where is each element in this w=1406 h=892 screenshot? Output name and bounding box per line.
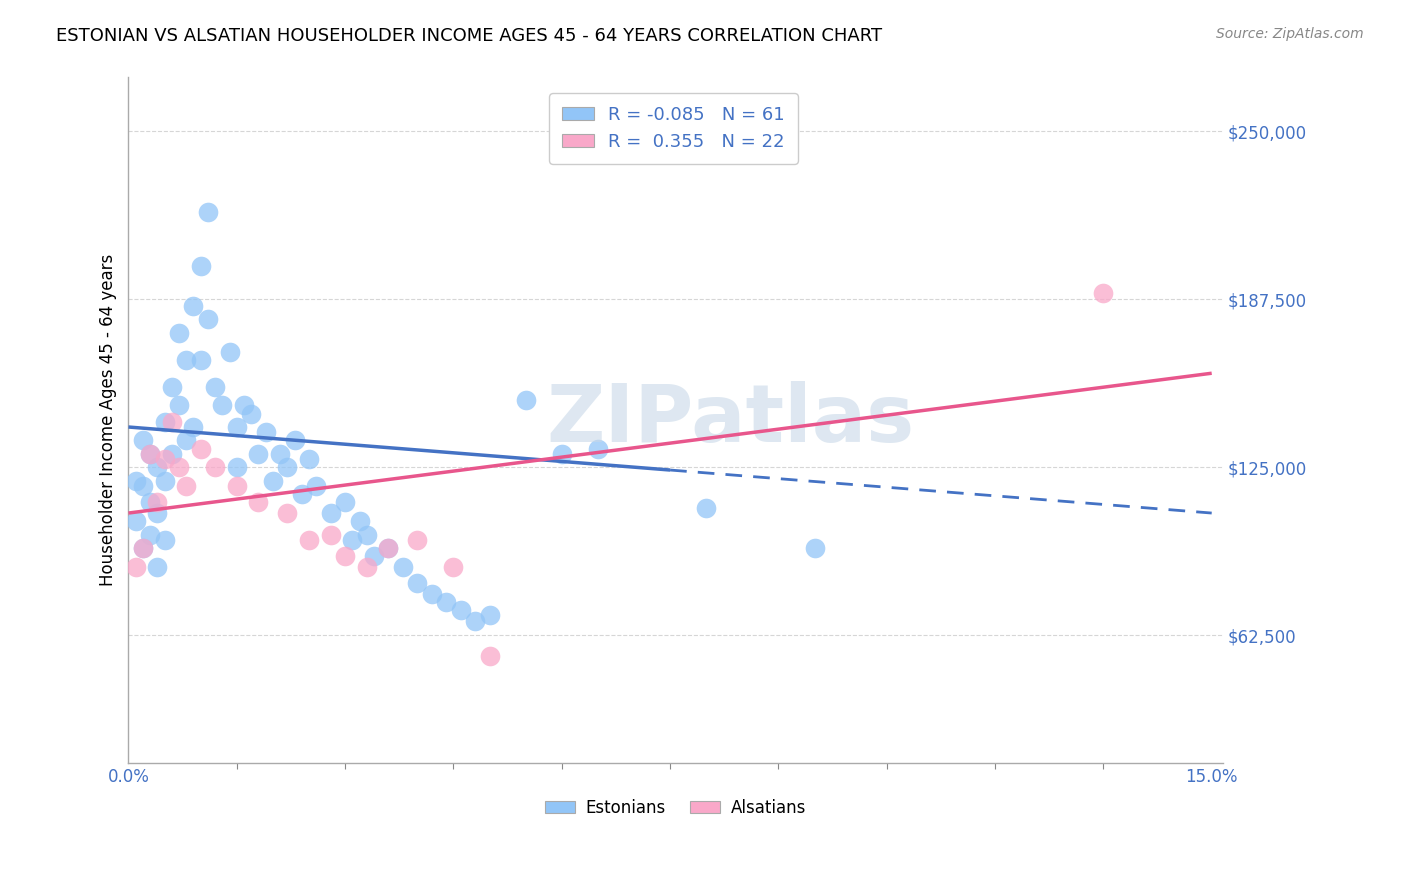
Text: ESTONIAN VS ALSATIAN HOUSEHOLDER INCOME AGES 45 - 64 YEARS CORRELATION CHART: ESTONIAN VS ALSATIAN HOUSEHOLDER INCOME …: [56, 27, 883, 45]
Point: [174, 479, 197, 493]
Point: [225, 479, 247, 493]
Point: [247, 447, 270, 461]
Point: [420, 587, 443, 601]
Point: [132, 541, 155, 555]
Point: [190, 352, 212, 367]
Point: [1092, 285, 1115, 300]
Point: [356, 527, 378, 541]
Point: [160, 415, 183, 429]
Point: [434, 595, 457, 609]
Point: [146, 495, 169, 509]
Point: [478, 608, 501, 623]
Point: [204, 379, 226, 393]
Point: [125, 559, 148, 574]
Point: [190, 442, 212, 456]
Point: [174, 434, 197, 448]
Point: [218, 344, 240, 359]
Point: [139, 447, 162, 461]
Point: [443, 559, 465, 574]
Point: [167, 460, 190, 475]
Point: [146, 559, 169, 574]
Point: [132, 479, 155, 493]
Point: [478, 648, 501, 663]
Point: [204, 460, 226, 475]
Point: [153, 533, 176, 547]
Point: [183, 420, 205, 434]
Point: [197, 312, 219, 326]
Point: [211, 399, 233, 413]
Y-axis label: Householder Income Ages 45 - 64 years: Householder Income Ages 45 - 64 years: [100, 254, 117, 586]
Point: [319, 506, 342, 520]
Point: [233, 399, 256, 413]
Point: [153, 452, 176, 467]
Point: [153, 474, 176, 488]
Point: [305, 479, 328, 493]
Point: [298, 533, 321, 547]
Point: [125, 474, 148, 488]
Point: [160, 447, 183, 461]
Point: [450, 603, 472, 617]
Point: [356, 559, 378, 574]
Point: [262, 474, 284, 488]
Point: [363, 549, 385, 563]
Point: [254, 425, 277, 440]
Point: [174, 352, 197, 367]
Point: [406, 533, 429, 547]
Point: [551, 447, 574, 461]
Point: [167, 399, 190, 413]
Point: [139, 527, 162, 541]
Point: [269, 447, 291, 461]
Point: [240, 407, 263, 421]
Point: [392, 559, 415, 574]
Point: [153, 415, 176, 429]
Point: [319, 527, 342, 541]
Point: [276, 460, 298, 475]
Point: [167, 326, 190, 340]
Legend: Estonians, Alsatians: Estonians, Alsatians: [538, 792, 813, 823]
Point: [225, 420, 247, 434]
Point: [291, 487, 314, 501]
Point: [342, 533, 364, 547]
Point: [333, 549, 356, 563]
Point: [139, 447, 162, 461]
Point: [197, 205, 219, 219]
Point: [284, 434, 307, 448]
Text: ZIPatlas: ZIPatlas: [546, 381, 914, 459]
Point: [377, 541, 399, 555]
Point: [349, 514, 371, 528]
Point: [586, 442, 609, 456]
Point: [225, 460, 247, 475]
Point: [183, 299, 205, 313]
Point: [190, 259, 212, 273]
Point: [160, 379, 183, 393]
Point: [132, 541, 155, 555]
Point: [146, 506, 169, 520]
Point: [695, 500, 717, 515]
Point: [298, 452, 321, 467]
Point: [333, 495, 356, 509]
Point: [139, 495, 162, 509]
Point: [464, 614, 486, 628]
Point: [406, 576, 429, 591]
Point: [146, 460, 169, 475]
Point: [803, 541, 825, 555]
Point: [125, 514, 148, 528]
Point: [276, 506, 298, 520]
Point: [377, 541, 399, 555]
Point: [247, 495, 270, 509]
Point: [515, 393, 537, 408]
Point: [132, 434, 155, 448]
Text: Source: ZipAtlas.com: Source: ZipAtlas.com: [1216, 27, 1364, 41]
